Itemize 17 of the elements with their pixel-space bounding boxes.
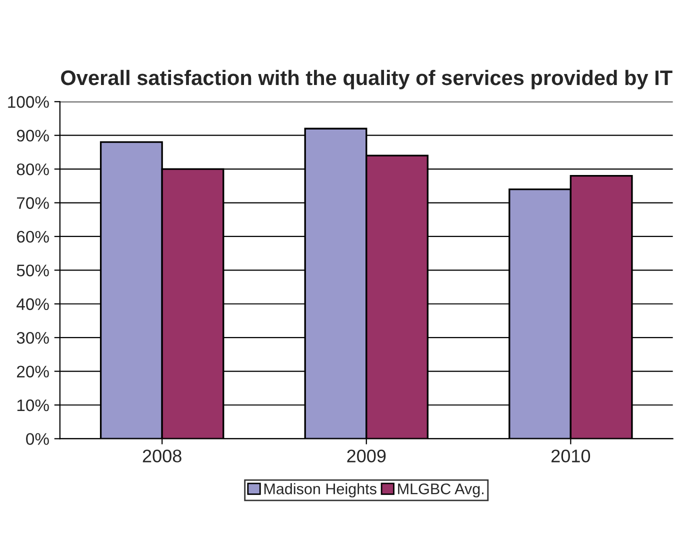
x-tick-label: 2009 xyxy=(347,450,386,462)
y-tick-label: 50% xyxy=(16,264,49,276)
y-tick-label: 40% xyxy=(16,298,49,310)
legend-label: Madison Heights xyxy=(264,483,376,498)
y-tick-label: 90% xyxy=(16,130,49,142)
x-tick-label: 2008 xyxy=(142,450,182,462)
x-tick-label: 2010 xyxy=(552,450,590,462)
y-tick-label: 60% xyxy=(17,230,49,243)
y-tick-label: 70% xyxy=(17,197,49,209)
y-tick-label: 10% xyxy=(17,399,49,412)
legend-label: MLGBC Avg. xyxy=(398,484,484,498)
y-tick-label: 0% xyxy=(26,433,49,445)
y-tick-label: 30% xyxy=(16,332,49,344)
y-tick-label: 80% xyxy=(16,163,49,176)
y-tick-label: 100% xyxy=(8,96,49,108)
chart-title: Overall satisfaction with the quality of services provided by IT xyxy=(61,70,672,90)
y-tick-label: 20% xyxy=(16,366,49,378)
